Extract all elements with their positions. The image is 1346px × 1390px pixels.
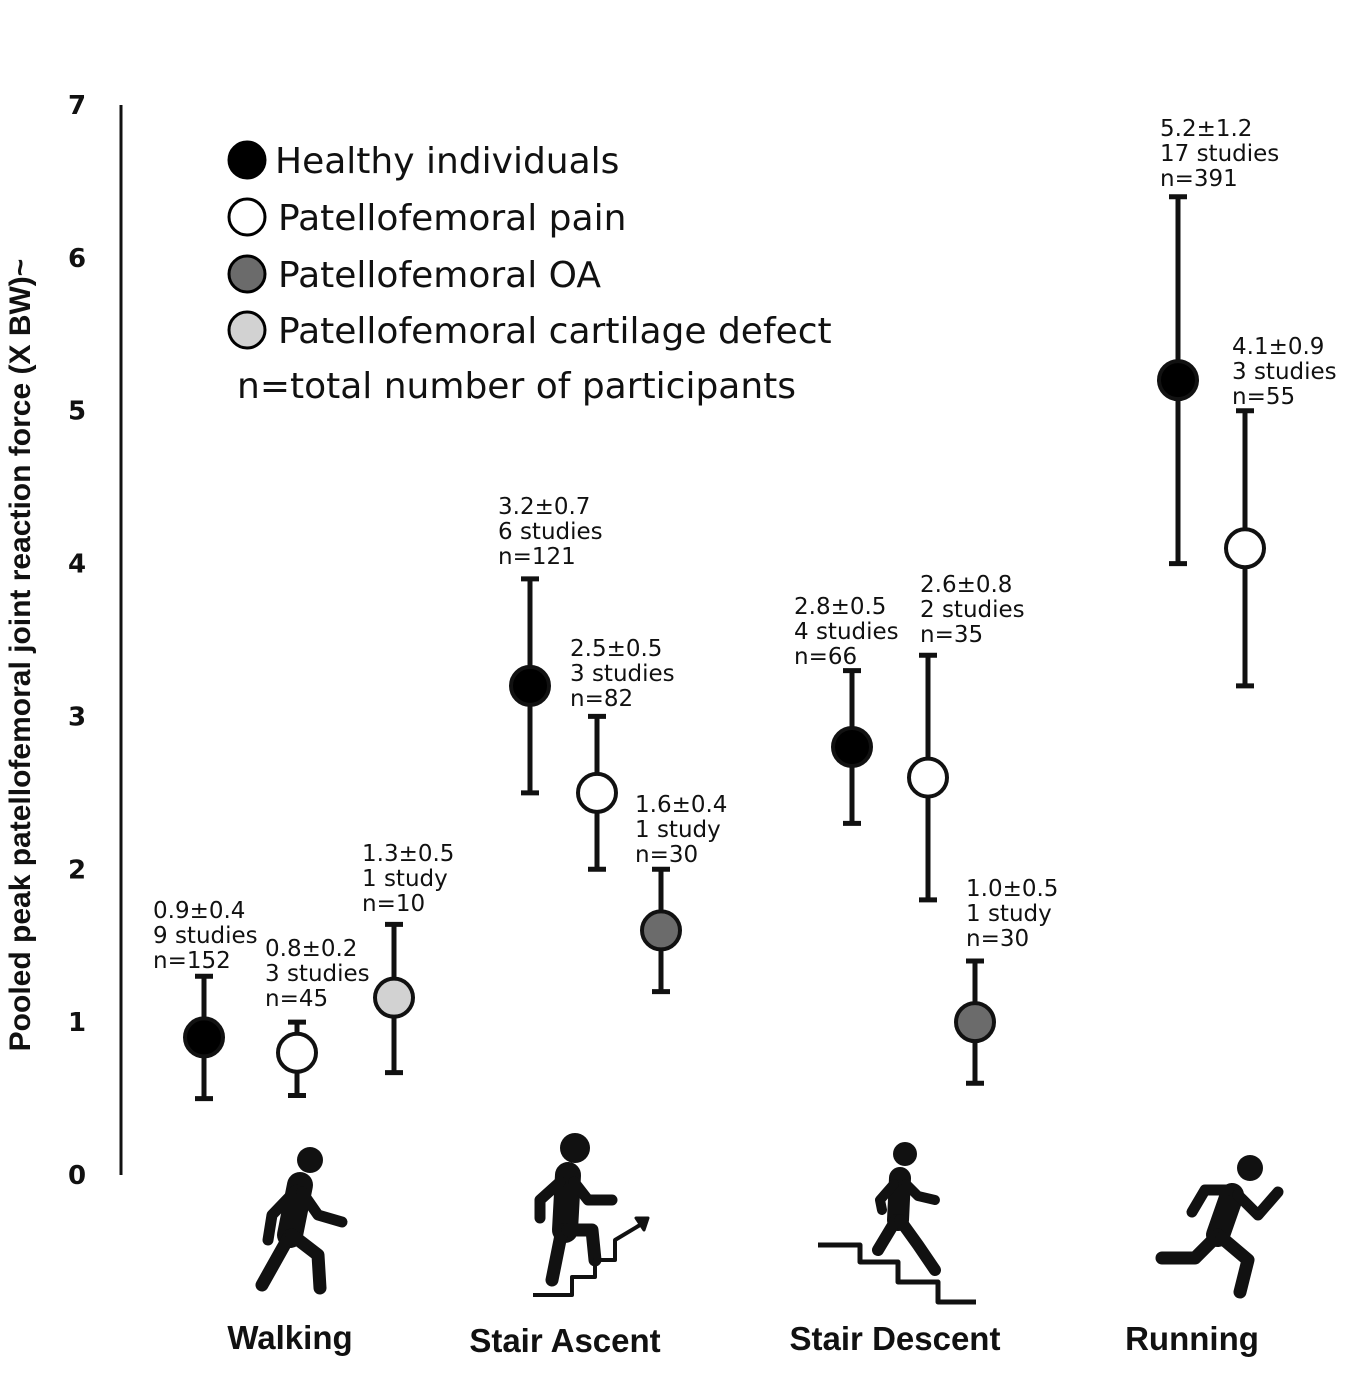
category-label-running: Running	[1125, 1320, 1259, 1357]
category-label-walking: Walking	[227, 1319, 352, 1356]
data-label: 3 studies	[1232, 359, 1337, 385]
legend-label-oa: Patellofemoral OA	[278, 255, 601, 296]
data-label: 6 studies	[498, 519, 603, 545]
data-label: n=30	[966, 926, 1029, 952]
data-point-marker	[1224, 527, 1266, 570]
data-label: 4.1±0.9	[1232, 334, 1324, 360]
data-label: 1.3±0.5	[362, 841, 454, 867]
data-label: 3 studies	[265, 961, 370, 987]
y-tick-label: 4	[68, 550, 86, 580]
data-point-marker	[373, 976, 415, 1019]
data-label: 1 study	[362, 866, 448, 892]
data-label: n=66	[794, 644, 857, 670]
legend-marker-pfp	[227, 197, 267, 237]
data-label: 2.8±0.5	[794, 594, 886, 620]
legend-label-pfp: Patellofemoral pain	[278, 198, 626, 239]
category-label-stair-ascent: Stair Ascent	[469, 1322, 660, 1359]
data-point-marker	[831, 726, 873, 768]
y-tick-label: 5	[68, 397, 86, 427]
data-point-marker	[1157, 359, 1199, 402]
data-point-marker	[183, 1016, 225, 1059]
y-axis-label: Pooled peak patellofemoral joint reactio…	[4, 259, 37, 1052]
legend-label-cartilage: Patellofemoral cartilage defect	[278, 311, 832, 352]
data-label: 0.8±0.2	[265, 936, 357, 962]
data-label: 4 studies	[794, 619, 899, 645]
data-label: 1.0±0.5	[966, 876, 1058, 902]
data-label: n=55	[1232, 384, 1295, 410]
data-label: 1 study	[966, 901, 1052, 927]
data-label: 3.2±0.7	[498, 494, 590, 520]
data-point-marker	[954, 1001, 996, 1044]
data-label: n=152	[153, 948, 231, 974]
data-label: 1 study	[635, 817, 721, 843]
data-label: 9 studies	[153, 923, 258, 949]
data-point-marker	[576, 771, 618, 814]
data-label: n=45	[265, 986, 328, 1012]
y-tick-label: 0	[68, 1161, 86, 1191]
y-tick-label: 2	[68, 855, 86, 885]
y-tick-label: 3	[68, 702, 86, 732]
data-point-marker	[907, 756, 949, 799]
data-label: 5.2±1.2	[1160, 116, 1252, 142]
legend-marker-oa	[227, 254, 267, 294]
y-tick-label: 7	[68, 91, 86, 121]
data-label: 17 studies	[1160, 141, 1279, 167]
data-label: 3 studies	[570, 661, 675, 687]
data-point-marker	[509, 664, 551, 707]
data-label: n=10	[362, 891, 425, 917]
legend: Healthy individuals Patellofemoral pain …	[227, 140, 832, 407]
category-label-stair-descent: Stair Descent	[790, 1320, 1001, 1357]
data-label: 2 studies	[920, 597, 1025, 623]
data-label: 0.9±0.4	[153, 898, 245, 924]
stair-ascent-icon	[533, 1133, 650, 1297]
y-tick-label: 6	[68, 244, 86, 274]
data-label: n=391	[1160, 166, 1238, 192]
data-label: n=35	[920, 622, 983, 648]
data-label: n=121	[498, 544, 576, 570]
legend-marker-healthy	[227, 140, 267, 180]
data-label: n=30	[635, 842, 698, 868]
running-person-icon	[1155, 1155, 1284, 1299]
data-point-marker	[640, 909, 682, 952]
data-point-marker	[276, 1031, 318, 1074]
data-label: n=82	[570, 686, 633, 712]
legend-label-healthy: Healthy individuals	[275, 141, 619, 182]
data-label: 2.6±0.8	[920, 572, 1012, 598]
walking-person-icon	[255, 1147, 348, 1295]
data-label: 1.6±0.4	[635, 792, 727, 818]
stair-descent-icon	[818, 1142, 976, 1305]
y-tick-label: 1	[68, 1008, 86, 1038]
data-label: 2.5±0.5	[570, 636, 662, 662]
legend-note: n=total number of participants	[237, 366, 796, 407]
legend-marker-cartilage	[227, 310, 267, 350]
